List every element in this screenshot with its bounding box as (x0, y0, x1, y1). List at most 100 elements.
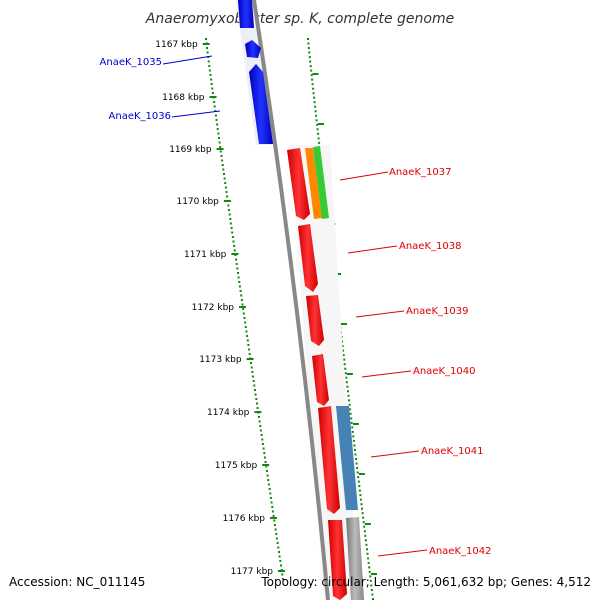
gene-block-AnaeK_1038[interactable] (298, 224, 318, 292)
track-dot (362, 516, 365, 519)
track-dot (349, 408, 352, 411)
track-dot (280, 564, 282, 567)
svg-text:AnaeK_1042: AnaeK_1042 (429, 546, 491, 557)
gene-block-AnaeK_1040[interactable] (312, 354, 329, 406)
track-dot (275, 537, 278, 540)
track-dot (261, 443, 264, 445)
track-dot (316, 123, 319, 126)
gene-label-AnaeK_1039[interactable]: AnaeK_1039 (355, 306, 468, 318)
track-dot (272, 515, 275, 517)
track-dot (219, 146, 222, 148)
gene-label-AnaeK_1037[interactable]: AnaeK_1037 (339, 167, 451, 181)
track-dot (279, 560, 282, 562)
gene-label-AnaeK_1040[interactable]: AnaeK_1040 (361, 366, 475, 378)
gene-label-AnaeK_1042[interactable]: AnaeK_1042 (377, 546, 491, 557)
major-tick (358, 473, 365, 475)
track-dot (313, 96, 316, 99)
track-dot (263, 452, 266, 454)
kbp-label: 1171 kbp (184, 250, 227, 260)
left-dotted-track (205, 38, 284, 580)
track-dot (314, 110, 317, 113)
track-dot (363, 530, 366, 533)
track-dot (239, 290, 242, 292)
gene-label-AnaeK_1041[interactable]: AnaeK_1041 (370, 446, 483, 458)
track-dot (250, 366, 253, 369)
track-dot (246, 339, 249, 342)
track-dot (314, 105, 317, 108)
track-dot (217, 132, 220, 135)
track-dot (243, 317, 246, 319)
track-dot (275, 533, 278, 535)
kbp-tick (223, 200, 231, 202)
kbp-label: 1172 kbp (192, 303, 235, 313)
track-dot (316, 128, 319, 131)
track-dot (265, 470, 268, 472)
gene-block-AnaeK_1036[interactable] (249, 64, 273, 144)
track-dot (368, 566, 371, 569)
gene-label-AnaeK_1035[interactable]: AnaeK_1035 (100, 55, 213, 68)
track-dot (342, 349, 345, 352)
kbp-scale: 1167 kbp 1168 kbp 1169 kbp 1170 kbp 1171 kbp… (155, 40, 285, 577)
track-dot (244, 326, 247, 328)
track-dot (265, 465, 268, 468)
gene-label-AnaeK_1036[interactable]: AnaeK_1036 (109, 110, 221, 122)
track-dot (345, 381, 348, 384)
track-dot (214, 110, 217, 112)
gene-block-AnaeK_1042[interactable] (328, 517, 364, 600)
track-dot (281, 573, 284, 576)
track-dot (252, 380, 255, 382)
gene-block-AnaeK_1041[interactable] (318, 406, 358, 514)
track-dot (220, 155, 223, 157)
track-dot (251, 371, 254, 373)
track-dot (241, 303, 244, 306)
track-dot (240, 299, 243, 301)
track-dot (222, 168, 225, 171)
track-dot (266, 474, 269, 477)
kbp-label: 1168 kbp (162, 93, 205, 103)
gene-block-AnaeK_1035[interactable] (238, 0, 261, 58)
track-dot (367, 561, 370, 564)
track-dot (311, 83, 314, 86)
track-dot (370, 589, 373, 591)
gene-block-AnaeK_1037[interactable] (287, 146, 329, 220)
accession-text: Accession: NC_011145 (9, 575, 145, 589)
track-dot (250, 362, 252, 364)
track-dot (315, 119, 318, 122)
track-dot (356, 471, 359, 474)
track-dot (215, 119, 218, 121)
track-dot (242, 308, 245, 310)
track-dot (213, 101, 216, 103)
track-dot (277, 546, 280, 549)
svg-text:AnaeK_1040: AnaeK_1040 (413, 366, 475, 377)
track-dot (259, 429, 262, 432)
track-dot (342, 354, 345, 357)
track-dot (369, 575, 372, 578)
gene-block-AnaeK_1039[interactable] (306, 295, 324, 346)
track-dot (370, 584, 373, 587)
kbp-tick (202, 43, 210, 45)
kbp-tick (246, 358, 254, 360)
track-dot (206, 51, 209, 54)
track-dot (345, 376, 348, 379)
track-dot (267, 483, 270, 486)
track-dot (218, 137, 220, 139)
track-dot (357, 480, 360, 483)
gene-label-AnaeK_1038[interactable]: AnaeK_1038 (347, 241, 461, 254)
major-tick (318, 123, 324, 125)
track-dot (278, 551, 280, 553)
kbp-tick (231, 253, 239, 255)
kbp-tick (278, 570, 285, 572)
track-dot (231, 231, 234, 234)
track-dot (248, 353, 251, 355)
svg-text:AnaeK_1041: AnaeK_1041 (421, 446, 483, 457)
track-dot (230, 227, 233, 229)
track-dot (262, 447, 265, 450)
track-dot (348, 399, 350, 402)
track-dot (317, 137, 320, 140)
track-dot (344, 367, 347, 370)
track-dot (371, 593, 374, 596)
track-dot (310, 74, 313, 77)
track-dot (205, 38, 207, 40)
track-dot (367, 557, 370, 560)
track-dot (354, 449, 356, 451)
